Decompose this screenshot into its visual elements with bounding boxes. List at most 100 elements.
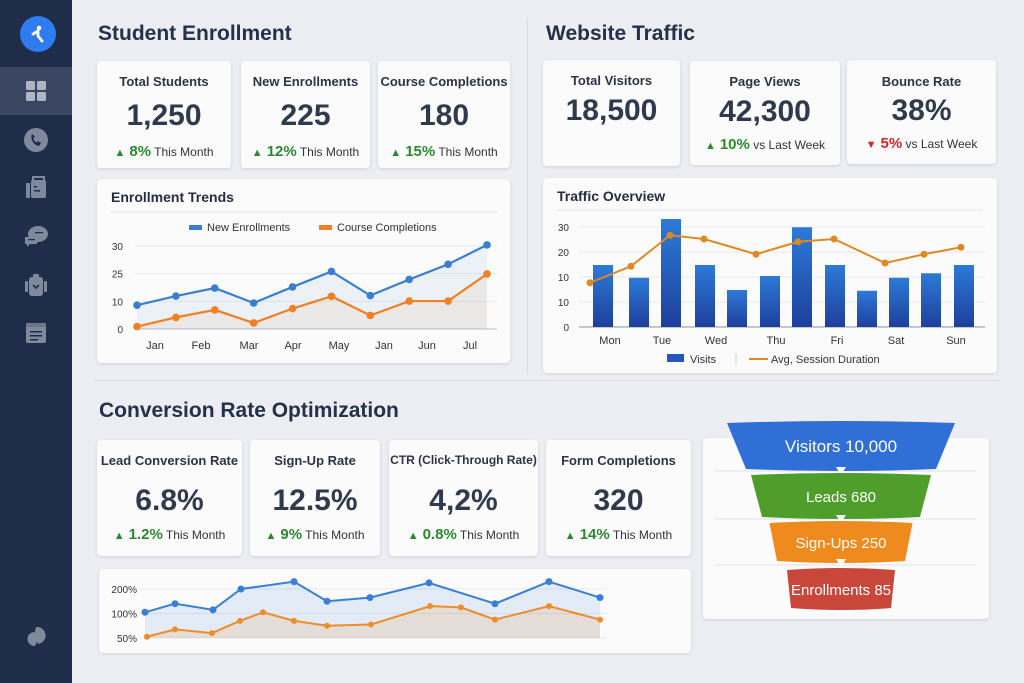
data-point (405, 275, 414, 284)
kpi-label: Total Visitors (570, 73, 653, 88)
funnel-label: Leads 680 (806, 489, 876, 506)
data-point (327, 267, 336, 276)
student-enrollment-title: Student Enrollment (98, 22, 292, 45)
kpi-change: ▲ 0.8% This Month (407, 526, 520, 543)
conversion-funnel: Visitors 10,000 Leads 680 Sign-Ups 250 Enro… (715, 421, 976, 610)
sidebar-item-courses[interactable] (0, 261, 72, 309)
data-point (171, 600, 179, 608)
data-point (323, 597, 331, 605)
x-tick-label: Fri (831, 335, 844, 347)
y-tick-label: 0 (563, 323, 569, 334)
funnel-arrow-icon (836, 559, 846, 567)
enrollment-trends-card: Enrollment Trends 0 10 25 30 New Enrollments… (97, 179, 510, 363)
arrow-up-icon: ▲ (390, 147, 402, 159)
bar-visits (825, 265, 845, 327)
x-tick-label: Tue (653, 335, 672, 347)
data-point (666, 231, 674, 239)
kpi-change: ▲ 12% This Month (251, 143, 360, 160)
bar-visits (695, 265, 715, 327)
data-point (172, 292, 180, 300)
kpi-card-signup-rate: Sign-Up Rate 12.5% ▲ 9% This Month (250, 440, 380, 556)
data-point (597, 616, 603, 623)
data-point (141, 608, 149, 616)
segment-logo-icon[interactable] (22, 622, 52, 652)
kpi-change: ▼ 5% vs Last Week (865, 135, 978, 152)
y-tick-label: 25 (112, 270, 124, 281)
kpi-value: 1,250 (126, 99, 202, 132)
bar-visits (921, 273, 941, 327)
x-tick-label: Wed (705, 335, 727, 347)
data-point (209, 606, 217, 614)
funnel-stage (787, 568, 895, 610)
kpi-value: 38% (891, 94, 952, 127)
legend-label: Course Completions (337, 222, 437, 234)
series-line-session (589, 234, 962, 284)
data-point (209, 630, 215, 637)
traffic-overview-chart: 0 10 10 20 30 Mon Tue Wed Thu Fri Sat Sun Visits Avg,… (557, 209, 985, 366)
data-point (291, 617, 297, 624)
arrow-up-icon: ▲ (564, 530, 576, 542)
kpi-label: New Enrollments (252, 74, 359, 89)
kpi-card-course-completions: Course Completions 180 ▲ 15% This Month (378, 61, 510, 168)
legend-swatch (189, 225, 202, 230)
data-point (427, 603, 433, 610)
x-tick-label: Mar (240, 340, 259, 352)
x-tick-label: Jan (375, 340, 393, 352)
kpi-label: Page Views (729, 74, 801, 89)
x-tick-label: Feb (192, 340, 211, 352)
sidebar-item-dashboard[interactable] (0, 67, 72, 115)
chart-title: Traffic Overview (557, 188, 666, 204)
legend-swatch-visits (667, 354, 684, 362)
conversion-title: Conversion Rate Optimization (99, 399, 399, 422)
data-point (957, 243, 965, 251)
x-tick-label: Mon (599, 335, 620, 347)
sidebar-item-notes[interactable] (0, 309, 72, 357)
data-point (288, 283, 297, 291)
data-point (172, 313, 180, 322)
app-logo[interactable] (20, 16, 56, 52)
kpi-value: 180 (418, 99, 470, 132)
funnel-label: Enrollments 85 (791, 582, 891, 599)
data-point (444, 260, 452, 269)
bar-visits (727, 290, 747, 327)
arrow-down-icon: ▼ (865, 139, 877, 151)
data-point (210, 284, 219, 292)
arrow-up-icon: ▲ (113, 530, 125, 542)
data-point (405, 297, 414, 305)
enrollment-trends-chart: 0 10 25 30 New Enrollments Course Completions… (111, 211, 497, 352)
data-point (492, 616, 498, 623)
x-tick-label: Jun (418, 340, 436, 352)
funnel-stage (751, 473, 931, 519)
dashboard-grid-icon (26, 81, 46, 101)
kpi-card-total-visitors: Total Visitors 18,500 (543, 60, 680, 166)
website-traffic-title: Website Traffic (546, 22, 695, 45)
funnel-arrow-icon (836, 515, 846, 523)
bar-visits (760, 276, 780, 327)
series-area (145, 581, 600, 638)
kpi-change: ▲ 14% This Month (564, 526, 673, 543)
data-point (290, 578, 298, 586)
data-point (425, 579, 433, 587)
series-area (137, 273, 487, 329)
data-point (830, 235, 838, 243)
y-tick-label: 100% (111, 610, 137, 621)
data-point (586, 279, 594, 287)
data-point (210, 306, 219, 314)
kpi-value: 225 (280, 99, 331, 132)
kpi-label: CTR (Click-Through Rate) (390, 453, 537, 467)
kpi-value: 320 (593, 484, 644, 517)
data-point (260, 609, 266, 616)
funnel-arrow-icon (836, 467, 846, 475)
data-point (133, 322, 141, 331)
sidebar-item-calendar[interactable] (0, 164, 72, 212)
calendar-clipboard-icon (26, 176, 46, 198)
data-point (324, 622, 330, 629)
data-point (483, 241, 491, 249)
sidebar-item-phone[interactable] (0, 116, 72, 164)
kpi-change: ▲ 8% This Month (114, 143, 214, 160)
data-point (249, 319, 258, 327)
sidebar-item-messages[interactable] (0, 212, 72, 260)
kpi-card-form-completions: Form Completions 320 ▲ 14% This Month (546, 440, 691, 556)
series-line (136, 273, 488, 328)
kpi-label: Sign-Up Rate (274, 453, 356, 468)
